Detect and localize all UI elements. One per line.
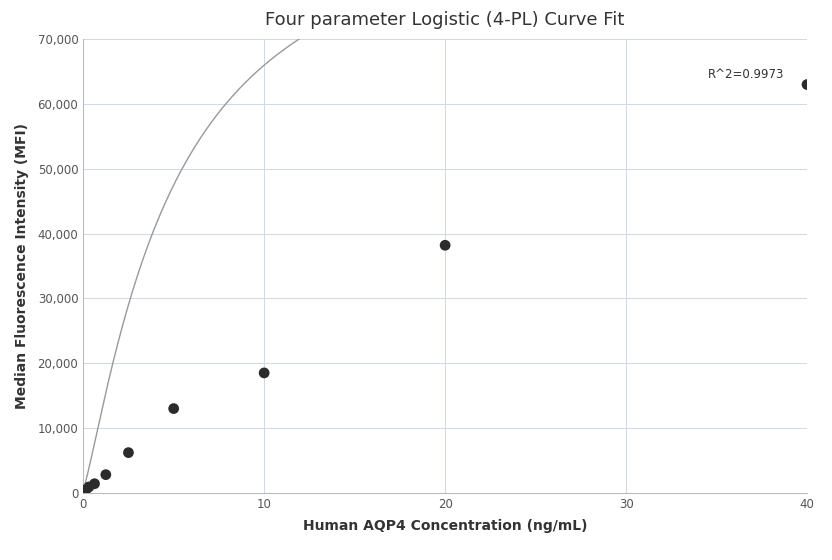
Point [258, 368, 271, 377]
Point [121, 448, 135, 457]
Title: Four parameter Logistic (4-PL) Curve Fit: Four parameter Logistic (4-PL) Curve Fit [265, 11, 625, 29]
Point [438, 241, 452, 250]
Point [79, 485, 92, 494]
Point [88, 479, 102, 488]
Point [800, 80, 814, 89]
Y-axis label: Median Fluorescence Intensity (MFI): Median Fluorescence Intensity (MFI) [15, 123, 29, 409]
Point [99, 470, 112, 479]
Point [167, 404, 181, 413]
Text: R^2=0.9973: R^2=0.9973 [707, 68, 784, 81]
X-axis label: Human AQP4 Concentration (ng/mL): Human AQP4 Concentration (ng/mL) [303, 519, 587, 533]
Point [82, 483, 96, 492]
